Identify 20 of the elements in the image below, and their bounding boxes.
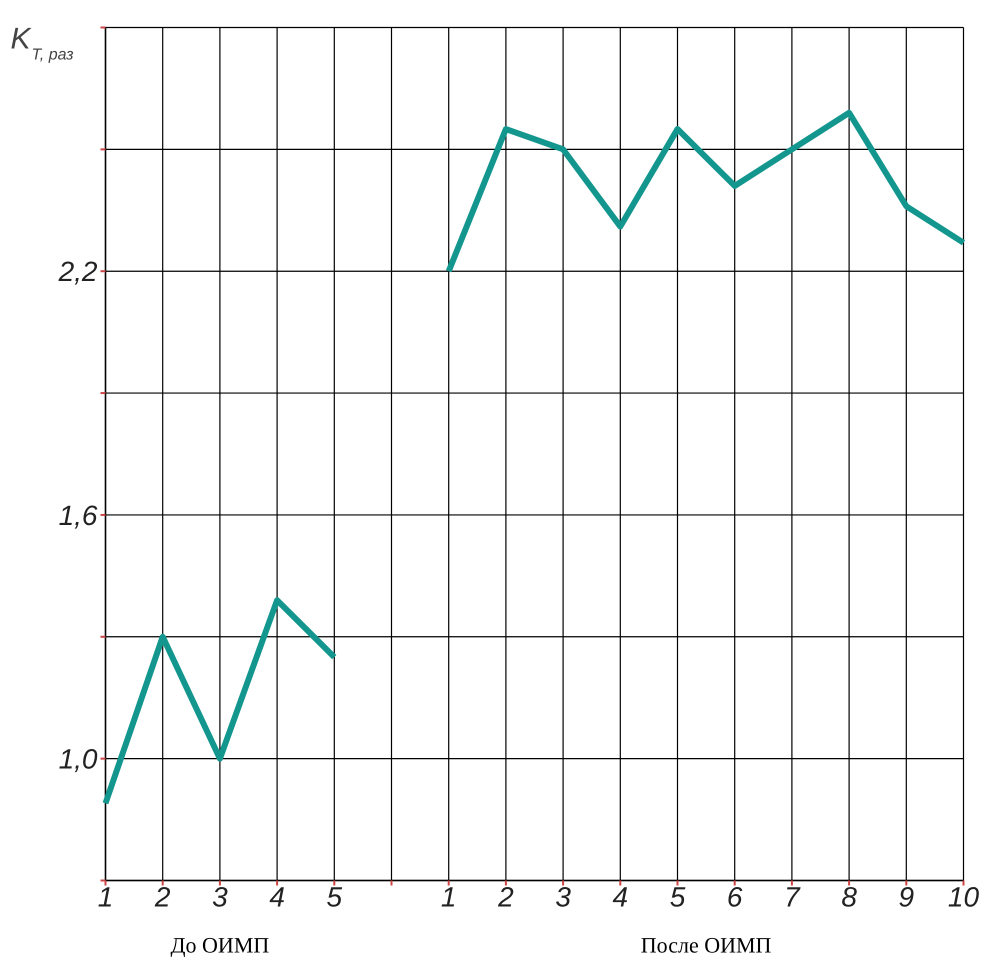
x-tick-label: 8 — [841, 882, 858, 912]
x-tick-label: 9 — [898, 882, 914, 912]
x-tick-label: 2 — [497, 882, 514, 912]
x-tick-label: 3 — [555, 882, 572, 912]
x-tick-label: 1 — [98, 882, 114, 912]
y-tick-label: 1,6 — [58, 500, 98, 531]
x-tick-label: 5 — [326, 882, 343, 912]
y-tick-label: 2,2 — [58, 256, 98, 288]
text: До ОИМП — [170, 932, 270, 957]
y-tick-label: 1,0 — [58, 744, 98, 775]
x-tick-label: 4 — [269, 882, 285, 912]
text: После ОИМП — [640, 932, 772, 957]
x-tick-label: 2 — [154, 882, 171, 912]
x-tick-label: 10 — [948, 882, 980, 912]
x-tick-label: 7 — [784, 882, 802, 912]
x-tick-label: 4 — [612, 882, 628, 912]
x-tick-label: 6 — [726, 882, 743, 912]
x-tick-label: 5 — [670, 882, 686, 912]
x-tick-label: 3 — [212, 882, 228, 912]
x-tick-label: 1 — [440, 882, 456, 912]
